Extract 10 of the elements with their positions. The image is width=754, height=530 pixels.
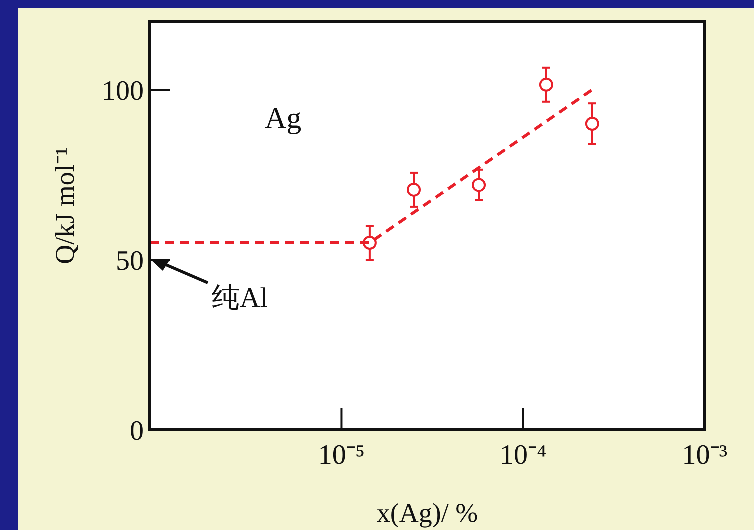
annotation: 纯Al: [212, 283, 268, 314]
x-tick-label: 10⁻³: [682, 440, 728, 471]
y-axis-title: Q/kJ mol⁻¹: [50, 148, 80, 264]
annotation: Ag: [265, 102, 302, 135]
x-tick-label: 10⁻⁴: [500, 440, 547, 471]
y-tick-label: 100: [102, 76, 144, 107]
y-tick-label: 50: [116, 246, 144, 277]
x-tick-label: 10⁻⁵: [318, 440, 366, 471]
y-tick-label: 0: [130, 416, 144, 447]
x-axis-title: x(Ag)/ %: [376, 498, 478, 528]
